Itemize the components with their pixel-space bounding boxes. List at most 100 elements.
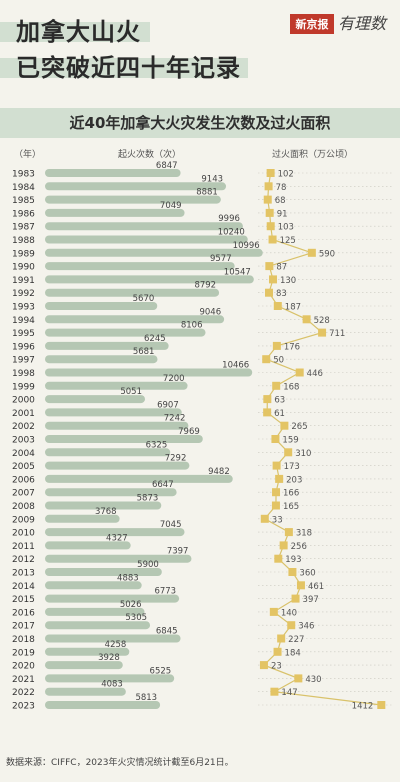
fire-count-value: 3928 [98,653,120,663]
fire-count-bar [45,315,225,324]
burned-area-marker [266,222,275,231]
fire-count-bar [45,381,188,390]
year-label: 1984 [12,183,35,193]
fire-count-bar [45,514,120,523]
burned-area-marker [377,701,386,709]
burned-area-value: 1412 [352,702,374,712]
fire-count-bar [45,235,248,244]
year-label: 2013 [12,569,35,579]
burned-area-value: 168 [283,382,299,392]
logo-badge: 新京报 [290,14,334,34]
burned-area-value: 165 [283,502,299,512]
fire-count-bar [45,581,142,590]
burned-area-marker [259,661,268,670]
fire-count-bar [45,488,177,497]
burned-area-value: 159 [282,436,298,446]
fire-count-bar [45,341,169,350]
fire-count-value: 9046 [199,307,221,317]
burned-area-marker [275,474,284,483]
data-source-note: 数据来源：CIFFC，2023年火灾情况统计截至6月21日。 [6,758,234,768]
logo-script: 有理数 [338,14,387,33]
fire-count-value: 8792 [194,281,216,291]
fire-count-value: 4258 [105,640,127,650]
burned-area-value: 461 [308,582,324,592]
burned-area-value: 360 [299,569,315,579]
burned-area-marker [270,687,279,696]
burned-area-marker [262,355,271,364]
burned-area-value: 346 [298,622,314,632]
burned-area-value: 50 [273,356,284,366]
year-label: 1983 [12,170,35,180]
year-label: 2000 [12,396,35,406]
year-label: 1994 [12,316,35,326]
year-label: 1990 [12,263,35,273]
fire-count-value: 10240 [218,228,245,238]
fire-count-bar [45,169,181,177]
burned-area-value: 68 [275,196,286,206]
burned-area-value: 166 [283,489,299,499]
burned-area-marker [265,208,274,217]
fire-count-value: 7292 [165,454,187,464]
fire-count-bar [45,474,233,483]
fire-count-bar [45,435,203,443]
burned-area-value: 203 [286,475,302,485]
fire-count-bar [45,674,175,683]
fire-count-value: 10547 [224,267,251,277]
fire-count-bar [45,621,151,630]
fire-count-bar [45,554,192,563]
burned-area-marker [272,381,281,390]
burned-area-marker [272,341,281,350]
burned-area-marker [296,581,305,590]
burned-area-marker [263,395,272,404]
chart-title: 近40年加拿大火灾发生次数及过火面积 [69,114,331,132]
burned-area-marker [263,195,272,204]
year-label: 2016 [12,608,35,618]
year-label: 2001 [12,409,35,419]
fire-count-value: 6845 [156,627,178,637]
burned-area-marker [295,368,304,377]
burned-area-marker [284,448,293,457]
fire-count-bar [45,368,253,377]
fire-count-value: 6245 [144,334,166,344]
title-highlight-1 [0,22,150,42]
fire-count-value: 5873 [137,494,159,504]
burned-area-marker [266,169,275,177]
burned-area-value: 187 [285,303,301,313]
fire-count-bar [45,448,171,457]
burned-area-value: 397 [303,595,319,605]
year-label: 2017 [12,622,35,632]
fire-count-value: 6525 [150,666,172,676]
year-label: 2009 [12,515,35,525]
year-label: 2023 [12,702,35,712]
year-label: 1993 [12,303,35,313]
fire-count-value: 6647 [152,480,174,490]
fire-count-value: 5026 [120,600,142,610]
burned-area-value: 184 [285,648,301,658]
burned-area-marker [273,647,282,656]
fire-count-bar [45,355,158,364]
burned-area-value: 61 [274,409,285,419]
burned-area-value: 147 [281,688,297,698]
burned-area-value: 193 [285,555,301,565]
fire-count-bar [45,275,254,284]
burned-area-marker [302,315,311,324]
fire-count-header: 起火次数（次） [118,150,182,160]
fire-count-bar [45,607,145,616]
fire-count-bar [45,541,131,550]
year-label: 2012 [12,555,35,565]
fire-count-value: 4327 [106,533,128,543]
burned-area-marker [263,408,272,417]
burned-area-value: 318 [296,529,312,539]
burned-area-marker [273,302,282,310]
year-label: 1999 [12,382,35,392]
year-label: 2007 [12,489,35,499]
year-label: 2011 [12,542,35,552]
year-label: 1985 [12,196,35,206]
burned-area-marker [271,435,280,443]
fire-count-value: 8881 [196,188,218,198]
burned-area-marker [264,182,273,191]
fire-count-value: 4083 [101,680,123,690]
year-label: 1989 [12,249,35,259]
burned-area-marker [318,328,327,337]
burned-area-marker [269,607,278,616]
